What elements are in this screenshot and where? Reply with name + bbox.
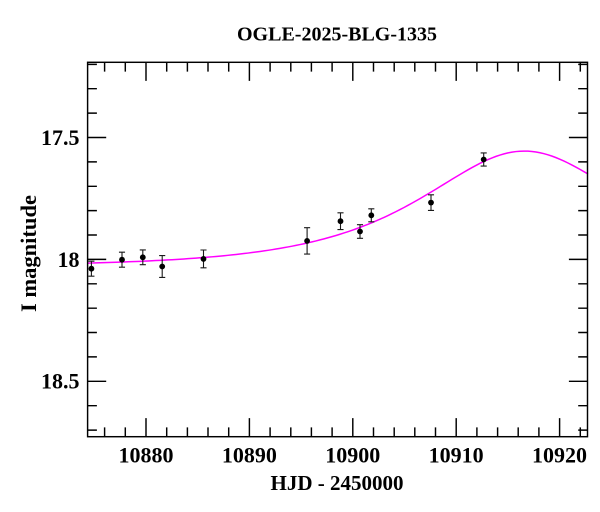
svg-text:18: 18 (58, 247, 80, 272)
svg-text:17.5: 17.5 (41, 125, 80, 150)
svg-text:10890: 10890 (222, 443, 277, 468)
svg-text:18.5: 18.5 (41, 369, 80, 394)
svg-text:I magnitude: I magnitude (16, 195, 41, 312)
svg-text:10900: 10900 (325, 443, 380, 468)
svg-text:10910: 10910 (429, 443, 484, 468)
svg-text:10920: 10920 (532, 443, 587, 468)
svg-text:10880: 10880 (119, 443, 174, 468)
svg-text:OGLE-2025-BLG-1335: OGLE-2025-BLG-1335 (237, 24, 437, 46)
svg-text:HJD - 2450000: HJD - 2450000 (271, 471, 404, 495)
